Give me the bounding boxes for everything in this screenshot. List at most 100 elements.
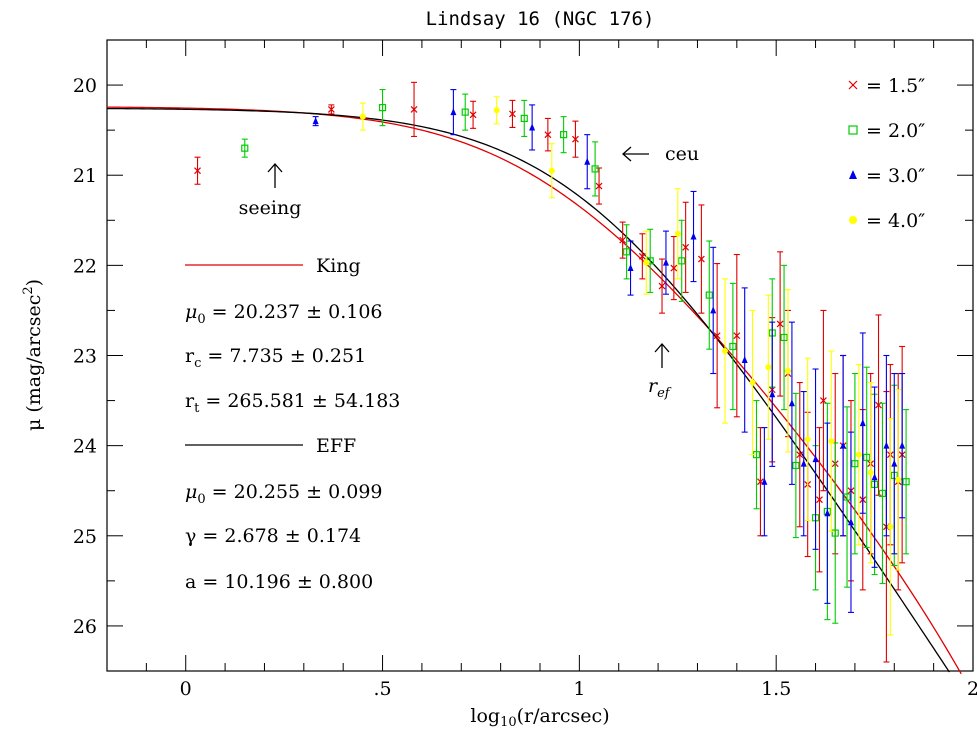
marker — [776, 320, 784, 328]
marker — [327, 105, 335, 113]
marker — [761, 477, 768, 485]
marker — [312, 117, 319, 125]
legend-entry: = 3.0″ — [849, 165, 925, 187]
king-mu0: μ0 = 20.237 ± 0.106 — [185, 301, 383, 327]
data-point — [784, 289, 791, 453]
data-point — [572, 120, 579, 158]
data-point — [752, 400, 761, 510]
data-point — [891, 372, 898, 555]
marker — [622, 248, 631, 256]
data-point — [327, 104, 335, 115]
data-point — [757, 427, 764, 537]
data-point — [638, 233, 646, 280]
marker — [697, 255, 705, 263]
data-point — [895, 389, 902, 571]
data-point — [828, 350, 835, 532]
data-point — [780, 264, 788, 411]
data-point — [662, 230, 669, 295]
king-rc: rc = 7.735 ± 0.251 — [185, 345, 366, 371]
data-point — [509, 99, 516, 128]
data-point — [733, 253, 741, 418]
data-point — [643, 230, 650, 295]
data-point — [461, 93, 469, 131]
marker — [548, 167, 555, 174]
legend-label: = 2.0″ — [866, 120, 925, 142]
marker — [619, 236, 627, 244]
data-point — [548, 143, 555, 199]
data-point — [678, 219, 686, 302]
eff-a: a = 10.196 ± 0.800 — [185, 571, 373, 593]
marker — [800, 459, 807, 467]
chart-title: Lindsay 16 (NGC 176) — [426, 8, 655, 30]
marker — [878, 489, 887, 498]
marker — [855, 451, 862, 458]
marker — [450, 108, 457, 116]
ceu-arrow-icon — [622, 146, 649, 162]
marker — [410, 105, 418, 113]
data-point — [241, 138, 249, 158]
marker — [831, 529, 839, 537]
data-point — [788, 321, 795, 485]
marker — [378, 104, 387, 112]
marker — [682, 243, 690, 251]
data-point — [591, 141, 599, 197]
data-point — [705, 240, 713, 350]
data-point — [619, 221, 627, 259]
marker — [595, 182, 603, 190]
data-point — [887, 418, 894, 636]
data-point — [840, 354, 847, 537]
marker — [729, 342, 737, 351]
y-tick-label: 23 — [73, 346, 97, 368]
data-point — [749, 309, 756, 456]
ref-label: ref — [648, 375, 672, 401]
data-point — [902, 409, 910, 555]
marker — [643, 259, 650, 266]
king-legend-label: King — [316, 255, 361, 277]
marker — [849, 216, 857, 224]
x-tick-label: 0 — [180, 678, 192, 700]
y-tick-label: 26 — [73, 616, 97, 638]
marker — [591, 165, 599, 173]
data-point — [776, 251, 784, 397]
data-point — [729, 282, 737, 411]
data-point — [816, 427, 823, 573]
y-tick-label: 24 — [73, 436, 97, 458]
data-point — [796, 381, 804, 528]
marker — [194, 167, 201, 175]
data-point — [697, 204, 705, 314]
seeing-arrow-icon — [267, 163, 283, 188]
marker — [469, 111, 477, 119]
y-tick-label: 22 — [73, 255, 97, 277]
data-point — [194, 156, 201, 185]
fit-parameters: King μ0 = 20.237 ± 0.106 rc = 7.735 ± 0.… — [185, 255, 400, 593]
marker — [584, 157, 591, 165]
data-point — [867, 381, 874, 564]
eff-curve — [106, 107, 950, 673]
marker — [792, 461, 800, 470]
marker — [887, 523, 894, 530]
data-point — [359, 102, 366, 131]
eff-legend-label: EFF — [316, 435, 356, 457]
marker — [784, 367, 791, 374]
ref-arrow-icon — [654, 343, 670, 368]
marker — [843, 493, 851, 501]
marker — [796, 451, 804, 459]
marker — [572, 135, 579, 143]
data-points — [194, 81, 910, 663]
data-point — [410, 81, 418, 138]
marker — [769, 390, 776, 398]
data-point — [520, 99, 528, 138]
data-point — [831, 442, 839, 624]
x-tick-label: 2 — [967, 678, 977, 700]
marker — [824, 509, 831, 517]
legend-entry: = 4.0″ — [849, 210, 925, 232]
marker — [816, 496, 823, 504]
marker — [895, 476, 902, 483]
legend-label: = 4.0″ — [866, 210, 925, 232]
marker — [493, 107, 500, 114]
legend-entry: = 1.5″ — [848, 75, 925, 97]
marker — [705, 291, 713, 299]
x-tick-label: 1 — [573, 678, 585, 700]
y-axis-label: μ (mag/arcsec2) — [21, 279, 45, 431]
